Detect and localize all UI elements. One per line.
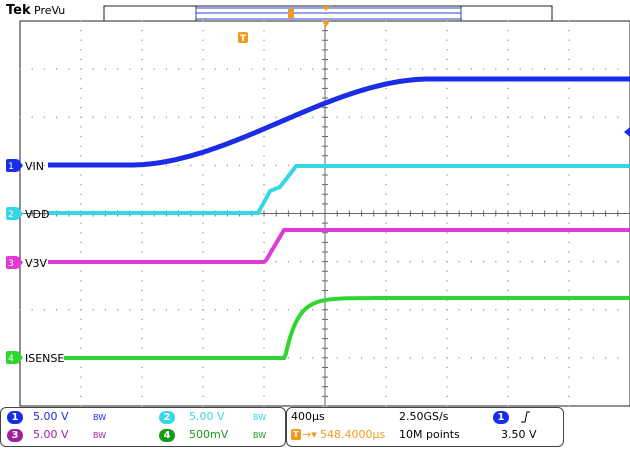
channel-4-label: ISENSE <box>25 352 64 365</box>
channel-2-marker[interactable]: 2 <box>6 207 23 220</box>
channel-1-marker[interactable]: 1 <box>6 159 23 172</box>
trigger-position-marker <box>322 21 330 27</box>
sample-rate: 2.50GS/s <box>399 410 449 423</box>
channel-3-marker[interactable]: 3 <box>6 256 23 269</box>
acquisition-mode: PreVu <box>34 4 66 17</box>
svg-text:1: 1 <box>8 162 14 172</box>
svg-text:3: 3 <box>8 259 14 269</box>
trigger-position: 548.4000µs <box>320 428 386 441</box>
trigger-t-badge: T <box>238 32 248 44</box>
channel-3-bw-limit: BW <box>93 431 107 440</box>
channel-3-chip: 3 <box>7 429 23 442</box>
svg-text:T: T <box>240 34 247 44</box>
waveform-vin <box>48 76 630 168</box>
waveform-isense <box>64 296 630 360</box>
brand-logo: Tek <box>6 3 31 18</box>
channel-2-label: VDD <box>25 208 49 221</box>
trigger-level-marker <box>624 127 630 137</box>
trigger-position-arrow: →▾ <box>302 428 317 441</box>
trigger-level: 3.50 V <box>501 428 537 441</box>
channel-3-label: V3V <box>25 257 48 270</box>
channel-2-chip: 2 <box>159 411 175 424</box>
horizontal-trigger-readout[interactable]: 400µs 2.50GS/s T →▾ 548.4000µs 10M point… <box>286 407 564 447</box>
channel-1-chip: 1 <box>7 411 23 424</box>
vertical-readout[interactable]: 1 5.00 V BW 2 5.00 V BW 3 5.00 V BW 4 50… <box>0 407 286 447</box>
channel-2-scale: 5.00 V <box>189 410 225 423</box>
svg-text:2: 2 <box>8 210 14 220</box>
svg-text:4: 4 <box>8 354 14 364</box>
trigger-source-chip: 1 <box>493 411 509 424</box>
waveform-v3v <box>48 228 630 264</box>
record-length: 10M points <box>399 428 460 441</box>
time-per-division: 400µs <box>291 410 325 423</box>
channel-2-bw-limit: BW <box>253 413 267 422</box>
status-bar: 1 5.00 V BW 2 5.00 V BW 3 5.00 V BW 4 50… <box>0 407 630 449</box>
trigger-position-marker-top <box>322 6 330 11</box>
channel-4-scale: 500mV <box>189 428 229 441</box>
record-trigger-marker <box>288 9 294 18</box>
channel-4-chip: 4 <box>159 429 175 442</box>
channel-1-scale: 5.00 V <box>33 410 69 423</box>
channel-1-bw-limit: BW <box>93 413 107 422</box>
channel-1-label: VIN <box>25 160 44 173</box>
trigger-delay-icon: T <box>291 429 301 440</box>
waveform-vdd <box>48 164 630 215</box>
channel-4-bw-limit: BW <box>253 431 267 440</box>
channel-4-marker[interactable]: 4 <box>6 351 23 364</box>
channel-3-scale: 5.00 V <box>33 428 69 441</box>
rising-edge-icon <box>521 411 530 423</box>
